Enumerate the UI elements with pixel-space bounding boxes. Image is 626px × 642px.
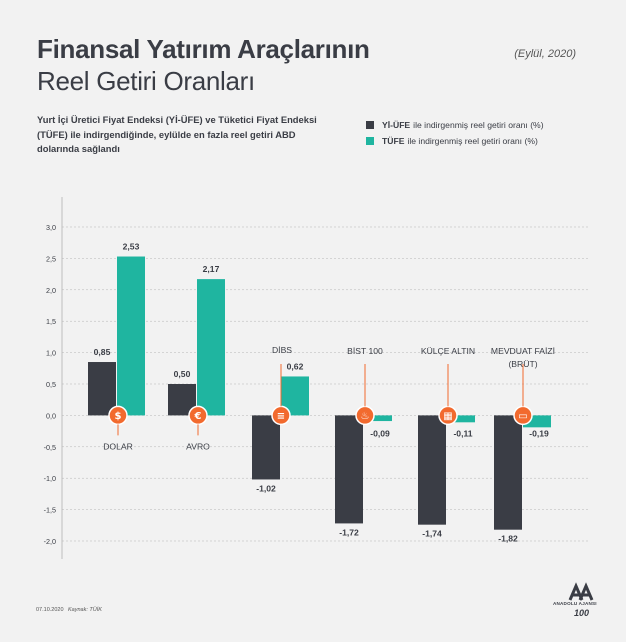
logo-100-badge: 100 (574, 608, 590, 618)
document-icon-glyph: ≡ (277, 411, 285, 422)
category-label: KÜLÇE ALTIN (421, 346, 475, 356)
data-label-tufe: 0,62 (287, 361, 304, 371)
y-tick-label: -0,5 (44, 443, 56, 452)
bar-yiufe (494, 415, 522, 530)
euro-icon-glyph: € (194, 411, 202, 422)
bar-tufe (364, 415, 392, 422)
category-label: DOLAR (103, 441, 133, 451)
bar-tufe (447, 415, 475, 423)
category-label: BİST 100 (347, 346, 383, 356)
gold-bars-icon-glyph: ▦ (443, 411, 452, 422)
data-label-yiufe: -1,82 (498, 534, 518, 544)
date-label: (Eylül, 2020) (514, 48, 576, 60)
y-tick-label: -2,0 (44, 537, 56, 546)
legend-item-tufe: TÜFE ile indirgenmiş reel getiri oranı (… (366, 133, 544, 149)
data-label-tufe: -0,11 (453, 428, 472, 438)
fire-icon-glyph: ♨ (361, 411, 370, 422)
data-label-yiufe: -1,72 (339, 527, 359, 537)
y-tick-label: 3,0 (46, 223, 56, 232)
chart-title-line2: Reel Getiri Oranları (37, 66, 255, 96)
bar-yiufe (88, 362, 116, 416)
data-label-tufe: 2,53 (123, 242, 140, 252)
legend: Yİ-ÜFE ile indirgenmiş reel getiri oranı… (366, 117, 544, 149)
y-tick-label: 2,0 (46, 286, 56, 295)
legend-key-yiufe: Yİ-ÜFE (382, 120, 411, 130)
bar-yiufe (335, 415, 363, 524)
bar-tufe (197, 279, 225, 416)
legend-item-yiufe: Yİ-ÜFE ile indirgenmiş reel getiri oranı… (366, 117, 544, 133)
y-tick-label: 0,5 (46, 380, 56, 389)
y-tick-label: -1,0 (44, 474, 56, 483)
chart-title-line1: Finansal Yatırım Araçlarının (37, 34, 370, 64)
category-label: DİBS (272, 345, 292, 355)
legend-text-yiufe: ile indirgenmiş reel getiri oranı (%) (413, 120, 544, 130)
banknote-icon-glyph: ▭ (518, 411, 527, 422)
footer-source: Kaynak: TÜİK (68, 607, 102, 613)
dollar-icon-glyph: $ (115, 411, 122, 422)
legend-swatch-yiufe (366, 121, 374, 129)
anadolu-ajansi-logo (568, 582, 594, 601)
data-label-tufe: -0,09 (370, 428, 390, 438)
data-label-yiufe: -1,74 (422, 529, 442, 539)
data-label-tufe: -0,19 (529, 428, 549, 438)
footer-date: 07.10.2020 (36, 607, 64, 613)
data-label-yiufe: 0,85 (94, 347, 111, 357)
y-tick-label: -1,5 (44, 506, 56, 515)
category-label: AVRO (186, 441, 210, 451)
category-label: MEVDUAT FAİZİ (491, 346, 555, 356)
bar-yiufe (252, 415, 280, 480)
y-tick-label: 2,5 (46, 254, 56, 263)
bar-tufe (523, 415, 551, 428)
legend-text-tufe: ile indirgenmiş reel getiri oranı (%) (407, 136, 538, 146)
data-label-yiufe: 0,50 (174, 369, 191, 379)
data-label-tufe: 2,17 (203, 264, 220, 274)
logo-text: ANADOLU AJANSI (553, 601, 597, 606)
y-tick-label: 1,0 (46, 349, 56, 358)
y-tick-label: 1,5 (46, 317, 56, 326)
legend-swatch-tufe (366, 137, 374, 145)
data-label-yiufe: -1,02 (256, 483, 276, 493)
bar-tufe (117, 256, 145, 416)
chart-subtitle: Yurt İçi Üretici Fiyat Endeksi (Yİ-ÜFE) … (37, 114, 317, 154)
category-label: (BRÜT) (508, 359, 537, 369)
y-tick-label: 0,0 (46, 411, 56, 420)
legend-key-tufe: TÜFE (382, 136, 405, 146)
bar-yiufe (418, 415, 446, 525)
